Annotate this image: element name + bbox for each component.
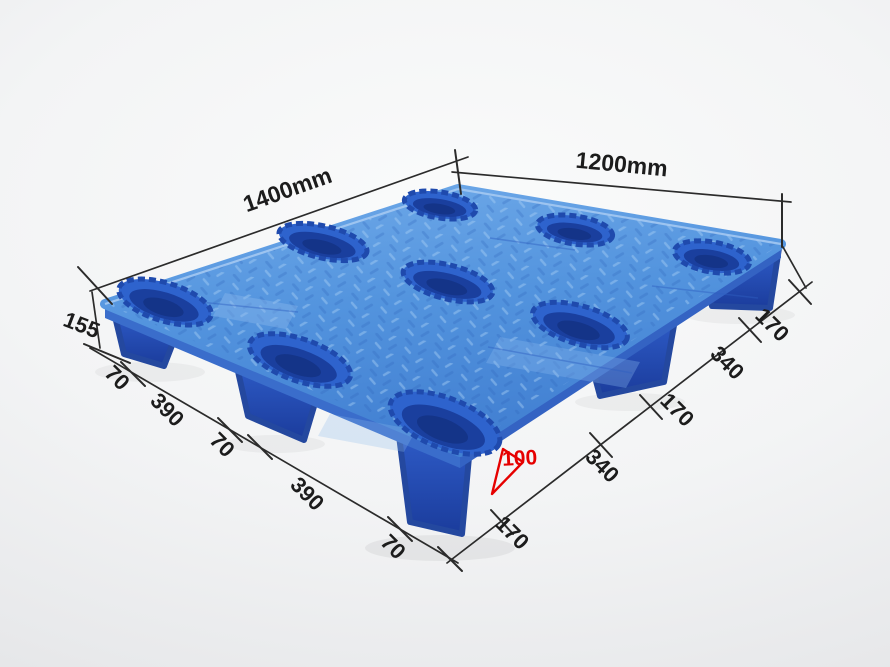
deck-groove <box>651 285 759 299</box>
dim-label-foot-height: 100 <box>502 446 538 471</box>
dim-line-width <box>451 171 792 203</box>
dim-line-left-segments <box>89 347 459 564</box>
deck-hole <box>116 276 214 328</box>
dim-label-left-segment-1: 390 <box>145 388 189 432</box>
deck-groove <box>489 237 576 251</box>
deck-hole <box>387 389 503 457</box>
deck-hole <box>400 259 496 305</box>
dim-tick <box>387 516 413 542</box>
dim-foot-height-100: 100 <box>490 446 538 496</box>
dim-line-length <box>89 156 469 292</box>
deck-patch <box>486 337 640 388</box>
dim-line-height <box>91 291 101 349</box>
dim-label-height: 155 <box>60 307 103 343</box>
deck-patch <box>213 293 298 329</box>
dim-label-width: 1200mm <box>575 147 669 182</box>
dim-tick <box>490 509 514 535</box>
deck-hole <box>671 238 753 276</box>
deck-edge-highlight-right <box>457 187 782 246</box>
dim-tick <box>120 361 146 387</box>
deck-hole <box>401 188 479 222</box>
deck-groove <box>487 346 633 374</box>
dim-tick <box>738 317 762 343</box>
pallet-holes <box>116 188 753 457</box>
dim-label-right-segment-2: 170 <box>655 388 699 432</box>
dim-tick <box>788 279 812 305</box>
dim-tick <box>247 434 273 460</box>
deck-hole <box>534 212 616 248</box>
deck-patch <box>318 414 416 452</box>
dim-tick <box>437 546 463 572</box>
deck-hole <box>246 331 354 389</box>
dim-label-left-segment-3: 390 <box>285 472 329 516</box>
deck-hole <box>530 299 630 351</box>
dim-extension-line <box>782 246 807 289</box>
dim-tick <box>217 417 243 443</box>
dim-tick <box>83 343 131 364</box>
dim-label-right-segment-3: 340 <box>705 341 749 385</box>
dim-tick <box>77 266 113 305</box>
dim-tick <box>639 394 663 420</box>
dim-label-right-segment-1: 340 <box>580 444 624 488</box>
deck-hole <box>276 220 370 264</box>
dim-tick <box>589 432 613 458</box>
deck-tread-texture <box>105 189 781 452</box>
foot-height-marker-triangle <box>490 447 525 496</box>
dim-line-right-segments <box>446 281 813 564</box>
